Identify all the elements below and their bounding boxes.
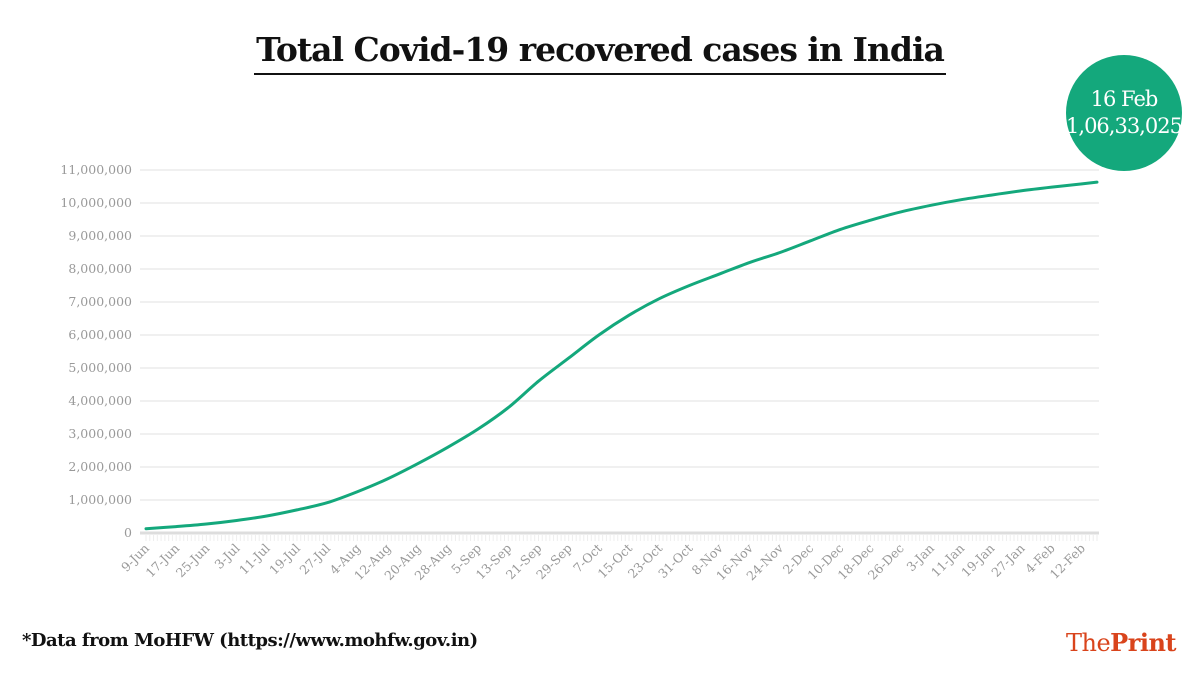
y-tick-label: 6,000,000 bbox=[68, 327, 132, 342]
x-tick-label: 25-Jun bbox=[173, 541, 213, 581]
y-tick-label: 3,000,000 bbox=[68, 426, 132, 441]
x-tick-label: 27-Jan bbox=[988, 541, 1027, 580]
y-tick-label: 9,000,000 bbox=[68, 228, 132, 243]
x-tick-label: 11-Jan bbox=[928, 541, 967, 580]
y-tick-label: 10,000,000 bbox=[60, 195, 132, 210]
y-tick-label: 11,000,000 bbox=[60, 162, 132, 177]
x-tick-label: 27-Jul bbox=[296, 541, 333, 578]
x-tick-label: 19-Jul bbox=[266, 541, 303, 578]
recovered-cases-line bbox=[144, 180, 1099, 531]
y-tick-label: 7,000,000 bbox=[68, 294, 132, 309]
y-tick-label: 2,000,000 bbox=[68, 459, 132, 474]
y-tick-label: 1,000,000 bbox=[68, 492, 132, 507]
x-tick-label: 31-Oct bbox=[655, 541, 696, 582]
latest-value-callout: 16 Feb 1,06,33,025 bbox=[1066, 55, 1183, 171]
theprint-logo: ThePrint bbox=[1066, 628, 1177, 657]
chart-title: Total Covid-19 recovered cases in India bbox=[0, 30, 1200, 75]
callout-date: 16 Feb bbox=[1090, 87, 1159, 111]
y-tick-label: 5,000,000 bbox=[68, 360, 132, 375]
source-note: *Data from MoHFW (https://www.mohfw.gov.… bbox=[22, 630, 478, 651]
y-tick-label: 8,000,000 bbox=[68, 261, 132, 276]
x-tick-label: 19-Jan bbox=[958, 541, 997, 580]
y-tick-label: 4,000,000 bbox=[68, 393, 132, 408]
y-tick-label: 0 bbox=[124, 525, 132, 540]
callout-value: 1,06,33,025 bbox=[1066, 114, 1183, 138]
x-tick-label: 11-Jul bbox=[236, 541, 273, 578]
